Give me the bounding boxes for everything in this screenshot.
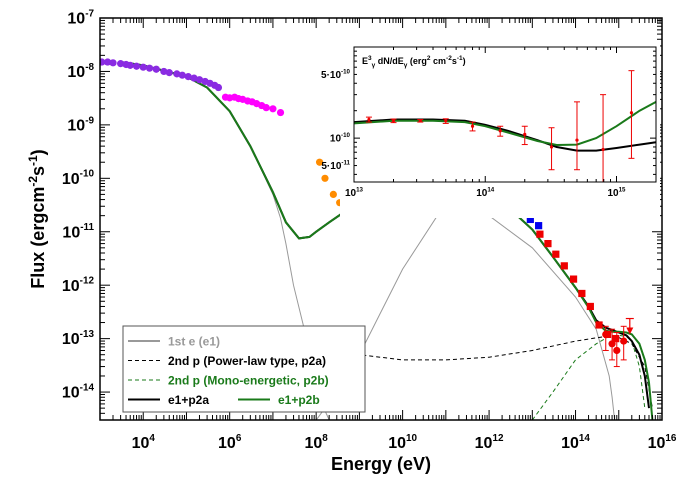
main-series-purple-data-point <box>190 74 198 82</box>
legend-label: 1st e (e1) <box>168 335 220 349</box>
main-series-blue-data-point <box>535 222 543 230</box>
main-series-red-data-point <box>544 240 552 248</box>
main-y-tick-label: 10-14 <box>62 382 95 401</box>
main-series-purple-data-point <box>109 59 117 67</box>
main-y-tick-label: 10-10 <box>62 169 95 188</box>
y-axis-label: Flux (ergcm-2s-1) <box>26 149 48 288</box>
main-series-purple-data-point <box>195 76 204 84</box>
main-series-red-data-point <box>595 321 603 329</box>
inset-x-tick-label: 1014 <box>476 187 495 200</box>
inset-series-group <box>354 70 656 182</box>
main-x-tick-label: 104 <box>132 433 156 452</box>
main-x-tick-label: 1010 <box>388 433 417 452</box>
legend-label: e1+p2a <box>168 393 209 407</box>
inset-series-inset-data-point <box>523 132 527 136</box>
main-series-purple-data-point <box>152 65 160 73</box>
inset-x-tick-label: 1015 <box>607 187 626 200</box>
inset-y-tick-label: 5·10-11 <box>321 160 350 173</box>
main-series-blue-data-point <box>526 215 534 224</box>
main-x-tick-label: 106 <box>218 433 242 452</box>
main-series-red-errorbars-point <box>620 337 628 345</box>
main-series-red-data-point <box>612 335 620 343</box>
inset-series-inset-data-point <box>367 117 371 122</box>
inset-series-inset-data-point <box>470 124 475 128</box>
legend: 1st e (e1) 2nd p (Power-law type, p2a) 2nd… <box>122 325 366 413</box>
main-series-red-data-point <box>569 275 578 283</box>
main-series-purple-data-point <box>145 64 154 72</box>
inset-series-inset-data-point <box>498 129 502 133</box>
main-series-red-data-point <box>552 250 560 258</box>
inset-background <box>354 47 656 182</box>
main-series-purple-data-point <box>100 58 106 66</box>
main-series-purple-data-point <box>160 67 168 76</box>
main-series-purple-data-point <box>117 60 125 68</box>
main-series-red-errorbars-point <box>608 340 616 348</box>
main-y-tick-label: 10-9 <box>67 115 94 134</box>
main-series-red-data-point <box>536 230 544 238</box>
inset-series-e1-p2b-line <box>354 101 656 147</box>
inset-series-inset-data-point <box>418 119 422 123</box>
main-series-purple-data-point <box>214 83 223 92</box>
main-y-tick-label: 10-11 <box>62 222 94 241</box>
inset-series-inset-data-point <box>629 111 634 115</box>
inset-title: E3γ dN/dEγ (erg2 cm-2s-1) <box>362 55 466 69</box>
main-series-upper-limit-head <box>626 327 634 335</box>
main-x-tick-label: 1014 <box>561 433 590 452</box>
inset-plot-area: 1013 1014 1015 5·10-10 10-10 5·10-11 <box>321 46 657 200</box>
main-series-red-data-point <box>560 262 568 270</box>
legend-box <box>122 325 366 413</box>
legend-label: e1+p2b <box>278 393 320 407</box>
main-series-red-data-point <box>578 289 586 298</box>
main-frame <box>99 17 663 421</box>
main-series-purple-data-point <box>178 71 186 79</box>
main-series-purple-data-point <box>165 69 173 77</box>
main-series-orange-data-point <box>321 174 329 182</box>
main-y-tick-label: 10-13 <box>62 329 95 348</box>
main-series-magenta-data-point <box>269 105 277 113</box>
main-series-purple-data-point <box>104 58 112 66</box>
inset-series-inset-data-point <box>601 147 605 152</box>
inset-y-tick-label: 5·10-10 <box>321 68 351 81</box>
main-y-tick-label: 10-8 <box>67 62 94 81</box>
main-series-purple-data-point <box>139 63 147 71</box>
inset-series-inset-data-point <box>575 138 579 142</box>
main-series-red-errorbars-point <box>613 346 621 355</box>
inset-series-inset-data-point <box>444 119 448 123</box>
main-series-purple-data-point <box>173 70 181 78</box>
legend-label: 2nd p (Power-law type, p2a) <box>168 354 326 368</box>
legend-label: 2nd p (Mono-energetic, p2b) <box>168 374 329 388</box>
main-series-orange-data-point <box>329 190 337 198</box>
main-y-tick-label: 10-7 <box>67 8 94 27</box>
inset-y-tick-label: 10-10 <box>330 132 351 145</box>
main-series-red-data-point <box>586 302 594 311</box>
main-series-purple-data-point <box>184 73 192 81</box>
main-series-purple-data-point <box>132 62 141 70</box>
inset-series-inset-data-point <box>391 119 396 123</box>
main-series-red-errorbars-point <box>602 330 610 338</box>
inset-series-inset-data-point <box>549 145 554 149</box>
main-series-magenta-data-point <box>276 108 285 117</box>
main-x-tick-label: 1012 <box>475 433 504 452</box>
main-series-purple-data-point <box>126 61 134 69</box>
main-x-tick-label: 108 <box>304 433 328 452</box>
main-series-magenta-data-point <box>262 104 270 112</box>
main-x-tick-label: 1016 <box>648 433 677 452</box>
main-series-orange-data-point <box>315 158 324 166</box>
inset-x-tick-label: 1013 <box>345 187 364 200</box>
x-axis-label: Energy (eV) <box>331 454 431 474</box>
inset-frame <box>353 46 657 183</box>
main-y-tick-label: 10-12 <box>62 276 95 295</box>
